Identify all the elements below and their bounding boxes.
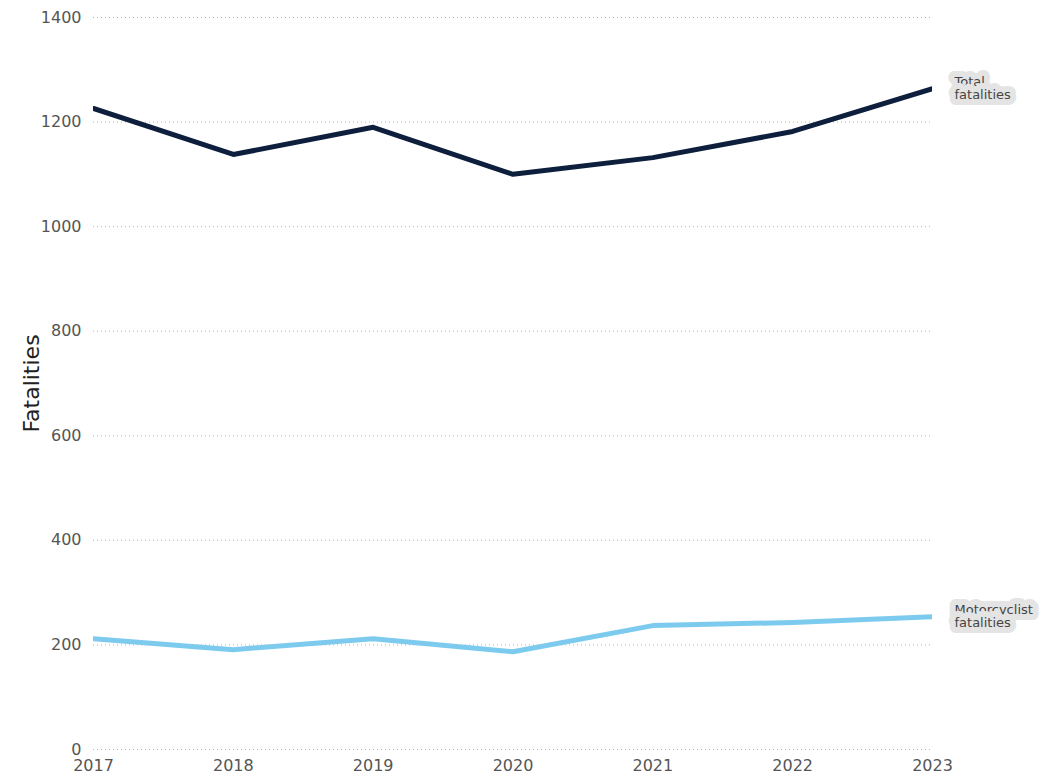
svg-text:2023: 2023 <box>912 756 953 775</box>
svg-text:2019: 2019 <box>353 756 394 775</box>
svg-text:2020: 2020 <box>493 756 534 775</box>
svg-text:600: 600 <box>51 426 82 445</box>
svg-text:Totalfatalities: Totalfatalities <box>954 74 1012 102</box>
svg-text:2018: 2018 <box>213 756 254 775</box>
svg-text:1200: 1200 <box>41 112 82 131</box>
svg-text:Motorcyclistfatalities: Motorcyclistfatalities <box>955 602 1033 630</box>
svg-text:1400: 1400 <box>41 8 82 27</box>
svg-text:2022: 2022 <box>772 756 813 775</box>
svg-text:2021: 2021 <box>632 756 673 775</box>
svg-text:1000: 1000 <box>41 217 82 236</box>
svg-text:400: 400 <box>51 530 82 549</box>
svg-text:800: 800 <box>51 321 82 340</box>
svg-text:200: 200 <box>51 635 82 654</box>
svg-text:Fatalities: Fatalities <box>19 334 44 432</box>
svg-text:0: 0 <box>71 739 82 759</box>
svg-text:2017: 2017 <box>73 756 114 775</box>
